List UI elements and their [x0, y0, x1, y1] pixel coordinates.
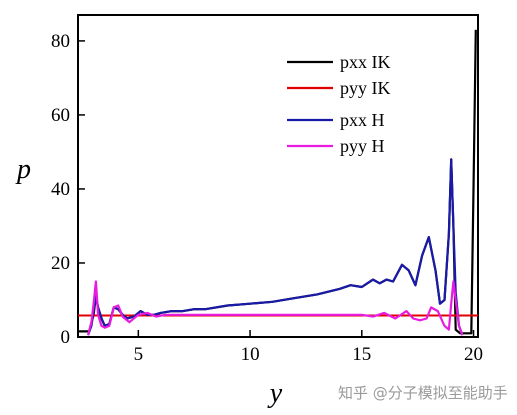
plot-area: [77, 14, 479, 338]
series-line-0: [78, 29, 477, 335]
plot-frame: [77, 14, 479, 338]
series-line-3: [87, 280, 464, 336]
x-axis-ticks: 5 10 15 20: [134, 330, 483, 365]
watermark: 知乎 @分子模拟至能助手: [338, 384, 508, 402]
y-axis-ticks: 0 20 40 60 80: [51, 31, 85, 348]
legend-label-2: pxx H: [340, 110, 385, 130]
y-axis-title: p: [15, 154, 31, 185]
legend-label-3: pyy H: [340, 136, 385, 156]
y-tick-label-2: 40: [51, 179, 70, 200]
x-tick-label-0: 5: [134, 344, 144, 365]
x-tick-label-1: 10: [241, 344, 260, 365]
y-tick-label-1: 20: [51, 253, 70, 274]
series-layer: [78, 29, 478, 336]
series-line-2: [87, 158, 464, 336]
y-tick-label-4: 80: [51, 31, 70, 52]
x-tick-label-3: 20: [464, 344, 483, 365]
legend-label-0: pxx IK: [340, 52, 391, 72]
y-tick-label-3: 60: [51, 105, 70, 126]
y-tick-label-0: 0: [61, 327, 71, 348]
x-tick-label-2: 15: [352, 344, 371, 365]
legend: pxx IK pyy IK pxx H pyy H: [287, 52, 391, 156]
x-axis-title: y: [267, 378, 283, 409]
legend-label-1: pyy IK: [340, 78, 391, 98]
